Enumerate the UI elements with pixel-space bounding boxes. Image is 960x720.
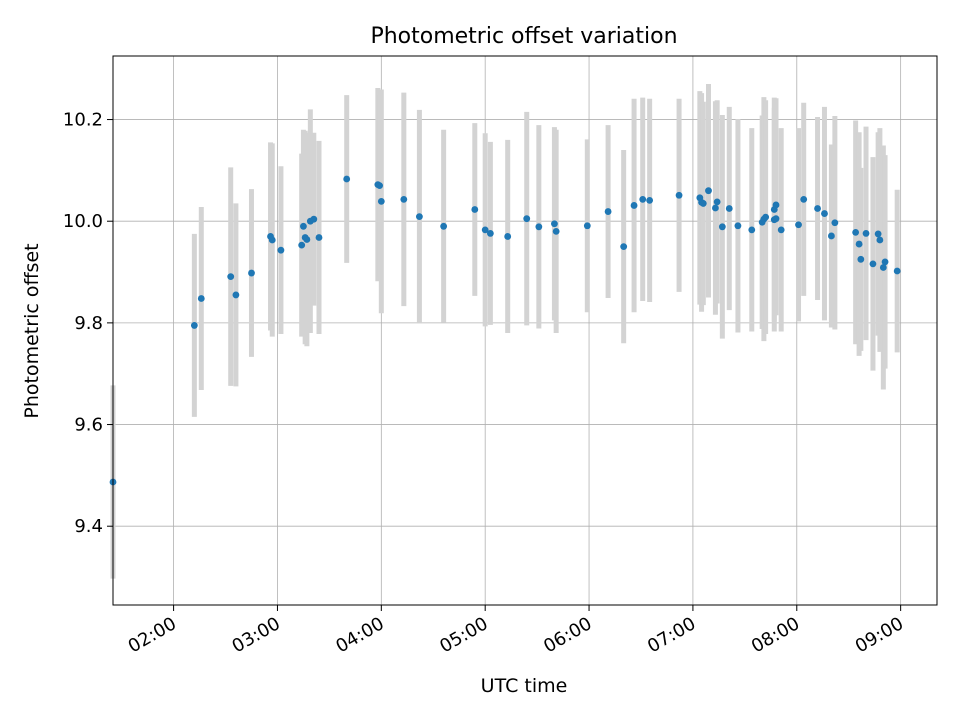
data-point — [481, 226, 489, 234]
data-point — [855, 240, 863, 248]
y-axis: 9.4 9.6 9.8 10.0 10.2 — [63, 110, 113, 537]
data-point — [416, 213, 423, 221]
x-axis-label: UTC time — [481, 675, 568, 697]
data-point — [718, 223, 726, 231]
data-point — [869, 260, 877, 268]
errorbar-layer — [110, 83, 900, 579]
data-point — [440, 222, 448, 230]
data-point — [893, 267, 901, 275]
data-point — [879, 264, 887, 271]
data-point — [232, 291, 240, 299]
data-point — [400, 195, 408, 203]
data-point — [857, 255, 865, 263]
x-tick-label: 02:00 — [125, 613, 180, 657]
data-point — [795, 221, 802, 229]
data-point — [725, 205, 733, 212]
x-tick-label: 07:00 — [644, 613, 699, 657]
data-point — [762, 213, 770, 221]
data-point — [772, 215, 780, 223]
chart-title: Photometric offset variation — [370, 24, 677, 49]
y-tick-label: 10.2 — [63, 110, 103, 131]
data-point — [551, 220, 558, 228]
plot-frame — [112, 55, 938, 606]
data-point — [376, 182, 383, 190]
data-point — [268, 236, 276, 244]
data-point — [315, 234, 323, 241]
data-point — [277, 246, 285, 254]
data-point — [777, 226, 785, 234]
data-point — [748, 226, 756, 234]
data-point — [227, 273, 235, 281]
data-point — [713, 198, 721, 206]
data-point — [772, 201, 780, 209]
data-point — [874, 230, 882, 238]
data-point — [300, 222, 307, 230]
x-tick-label: 06:00 — [540, 613, 595, 657]
data-point — [630, 202, 638, 209]
x-tick-label: 09:00 — [852, 613, 907, 657]
y-tick-label: 9.8 — [74, 313, 103, 334]
x-axis: 02:00 03:00 04:00 05:00 06:00 07:00 08:00 09:00 — [125, 605, 907, 657]
data-point — [523, 215, 531, 223]
data-point — [712, 204, 719, 212]
y-tick-label: 9.4 — [74, 516, 103, 537]
data-point — [486, 230, 494, 237]
x-tick-label: 05:00 — [436, 613, 491, 657]
data-point — [504, 233, 512, 240]
data-point — [852, 228, 860, 236]
data-point — [876, 236, 884, 244]
data-point — [862, 230, 870, 237]
data-point — [535, 223, 543, 231]
data-point — [604, 208, 612, 215]
data-point — [800, 195, 808, 203]
data-point — [821, 210, 828, 217]
x-tick-label: 08:00 — [748, 613, 803, 657]
data-point — [675, 191, 683, 199]
point-layer — [109, 175, 901, 486]
data-point — [310, 215, 318, 223]
data-point — [881, 258, 889, 266]
data-point — [831, 219, 839, 227]
data-point — [343, 175, 351, 183]
data-point — [699, 200, 707, 207]
data-point — [197, 295, 205, 302]
data-point — [471, 206, 479, 213]
data-point — [190, 322, 198, 329]
data-point — [639, 195, 647, 203]
data-point — [248, 269, 255, 277]
x-tick-label: 03:00 — [229, 613, 284, 657]
y-tick-label: 10.0 — [63, 211, 103, 232]
x-tick-label: 04:00 — [332, 613, 387, 657]
data-point — [298, 241, 306, 249]
y-tick-label: 9.6 — [74, 415, 103, 436]
data-point — [734, 222, 742, 230]
data-point — [828, 232, 835, 240]
data-point — [646, 196, 654, 204]
data-point — [814, 205, 821, 212]
data-point — [552, 227, 560, 235]
y-axis-label: Photometric offset — [21, 243, 43, 418]
data-point — [303, 236, 311, 243]
data-point — [377, 197, 385, 205]
data-point — [620, 243, 628, 251]
data-point — [583, 222, 591, 230]
data-point — [705, 187, 712, 195]
